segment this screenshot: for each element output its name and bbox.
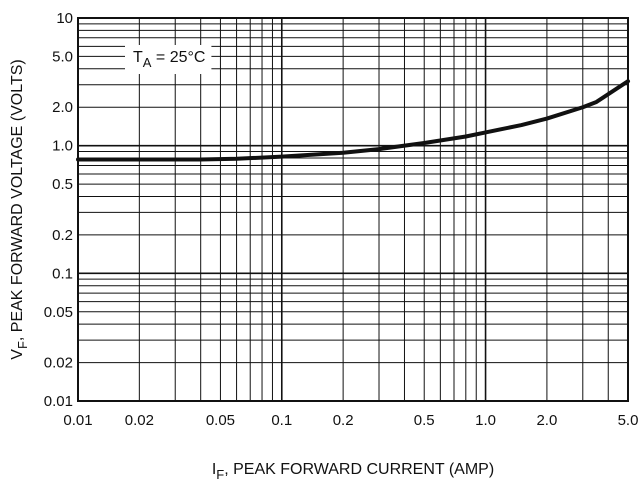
x-axis-label-main: I	[212, 461, 216, 478]
x-axis-label-sub: F	[216, 467, 224, 482]
x-axis-label: IF, PEAK FORWARD CURRENT (AMP)	[212, 461, 494, 482]
x-tick-label: 0.1	[271, 412, 292, 429]
annotation-sub: A	[143, 55, 152, 70]
x-tick-label: 2.0	[536, 412, 557, 429]
y-tick-label: 0.02	[44, 355, 73, 372]
x-tick-label: 0.05	[206, 412, 235, 429]
y-tick-label: 5.0	[52, 48, 73, 65]
temperature-annotation: TA = 25°C	[125, 45, 212, 74]
minor-grid	[78, 18, 629, 401]
y-tick-label: 0.2	[52, 227, 73, 244]
y-tick-labels: 10 5.0 2.0 1.0 0.5 0.2 0.1 0.05 0.02 0.01	[44, 10, 73, 410]
y-axis-label-main: V	[9, 349, 26, 360]
annotation-main: T	[133, 49, 143, 66]
y-axis-label: VF, PEAK FORWARD VOLTAGE (VOLTS)	[9, 59, 30, 359]
x-tick-label: 0.02	[125, 412, 154, 429]
annotation-rest: = 25°C	[151, 49, 205, 66]
x-tick-label: 0.01	[63, 412, 92, 429]
forward-voltage-curve	[76, 79, 630, 162]
y-tick-label: 0.5	[52, 176, 73, 193]
y-tick-label: 1.0	[52, 138, 73, 155]
y-tick-label: 2.0	[52, 99, 73, 116]
y-axis-label-rest: , PEAK FORWARD VOLTAGE (VOLTS)	[9, 59, 26, 341]
plot-frame	[77, 17, 629, 402]
y-tick-label: 0.01	[44, 393, 73, 410]
annotation-background	[125, 45, 212, 74]
annotation-text: TA = 25°C	[133, 49, 205, 70]
y-tick-label: 10	[56, 10, 73, 27]
y-axis-label-sub: F	[15, 341, 30, 349]
x-tick-label: 5.0	[618, 412, 639, 429]
x-tick-label: 0.2	[333, 412, 354, 429]
x-tick-labels: 0.01 0.02 0.05 0.1 0.2 0.5 1.0 2.0 5.0	[63, 412, 638, 429]
x-axis-label-rest: , PEAK FORWARD CURRENT (AMP)	[224, 461, 494, 478]
y-tick-label: 0.05	[44, 304, 73, 321]
y-tick-label: 0.1	[52, 265, 73, 282]
major-grid	[77, 17, 628, 402]
x-tick-label: 0.5	[414, 412, 435, 429]
x-tick-label: 1.0	[475, 412, 496, 429]
